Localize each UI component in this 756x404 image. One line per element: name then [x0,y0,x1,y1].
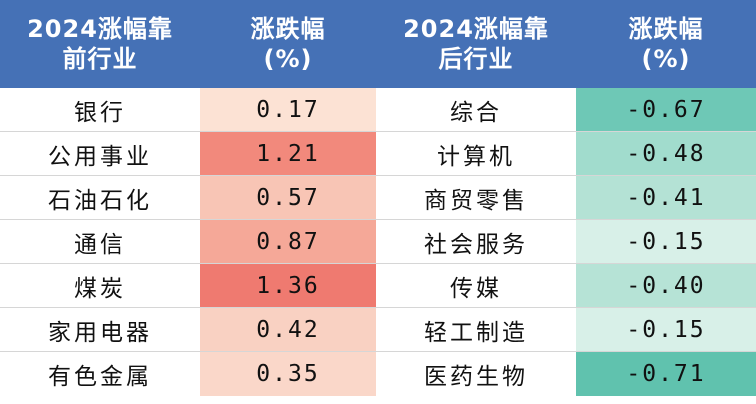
top-change-cell: 0.42 [200,308,376,351]
table-row: 通信 0.87 社会服务 -0.15 [0,220,756,264]
top-change-cell: 1.21 [200,132,376,175]
bottom-industry-cell: 轻工制造 [424,319,528,346]
top-change-cell: 1.36 [200,264,376,307]
bottom-change-cell: -0.48 [576,132,756,175]
bottom-industry-cell: 传媒 [450,275,502,302]
table-row: 公用事业 1.21 计算机 -0.48 [0,132,756,176]
bottom-industry-cell: 计算机 [437,143,515,170]
header-bottom-change-line1: 涨跌幅 [628,15,704,43]
table-row: 银行 0.17 综合 -0.67 [0,88,756,132]
bottom-change-cell: -0.41 [576,176,756,219]
header-top-industry: 2024涨幅靠 前行业 [0,0,200,88]
top-change-cell: 0.35 [200,352,376,396]
header-bottom-industry-line2: 后行业 [438,45,514,73]
top-industry-cell: 银行 [74,99,126,126]
top-industry-cell: 有色金属 [48,364,152,390]
top-industry-cell: 公用事业 [48,143,152,170]
table-row: 石油石化 0.57 商贸零售 -0.41 [0,176,756,220]
bottom-industry-cell: 综合 [450,99,502,126]
bottom-change-cell: -0.40 [576,264,756,307]
header-top-industry-line1: 2024涨幅靠 [27,15,173,43]
bottom-industry-cell: 商贸零售 [424,187,528,214]
table-row: 煤炭 1.36 传媒 -0.40 [0,264,756,308]
header-top-industry-line2: 前行业 [62,45,138,73]
top-change-cell: 0.17 [200,88,376,131]
top-industry-cell: 通信 [74,231,126,258]
top-industry-cell: 煤炭 [74,275,126,302]
bottom-industry-cell: 医药生物 [424,364,528,390]
bottom-change-cell: -0.71 [576,352,756,396]
bottom-industry-cell: 社会服务 [424,231,528,258]
bottom-change-cell: -0.67 [576,88,756,131]
table-row: 家用电器 0.42 轻工制造 -0.15 [0,308,756,352]
header-top-change-line1: 涨跌幅 [250,15,326,43]
table-header: 2024涨幅靠 前行业 涨跌幅 (%) 2024涨幅靠 后行业 涨跌幅 (%) [0,0,756,88]
header-bottom-industry: 2024涨幅靠 后行业 [376,0,576,88]
header-bottom-change-line2: (%) [641,45,691,73]
top-change-cell: 0.57 [200,176,376,219]
bottom-change-cell: -0.15 [576,308,756,351]
top-industry-cell: 家用电器 [48,319,152,346]
header-top-change: 涨跌幅 (%) [200,0,376,88]
table-body: 银行 0.17 综合 -0.67 公用事业 1.21 计算机 -0.48 石油石化 0.57 商贸零… [0,88,756,396]
header-top-change-line2: (%) [263,45,313,73]
bottom-change-cell: -0.15 [576,220,756,263]
top-change-cell: 0.87 [200,220,376,263]
header-bottom-industry-line1: 2024涨幅靠 [403,15,549,43]
header-bottom-change: 涨跌幅 (%) [576,0,756,88]
table-row: 有色金属 0.35 医药生物 -0.71 [0,352,756,396]
top-industry-cell: 石油石化 [48,187,152,214]
